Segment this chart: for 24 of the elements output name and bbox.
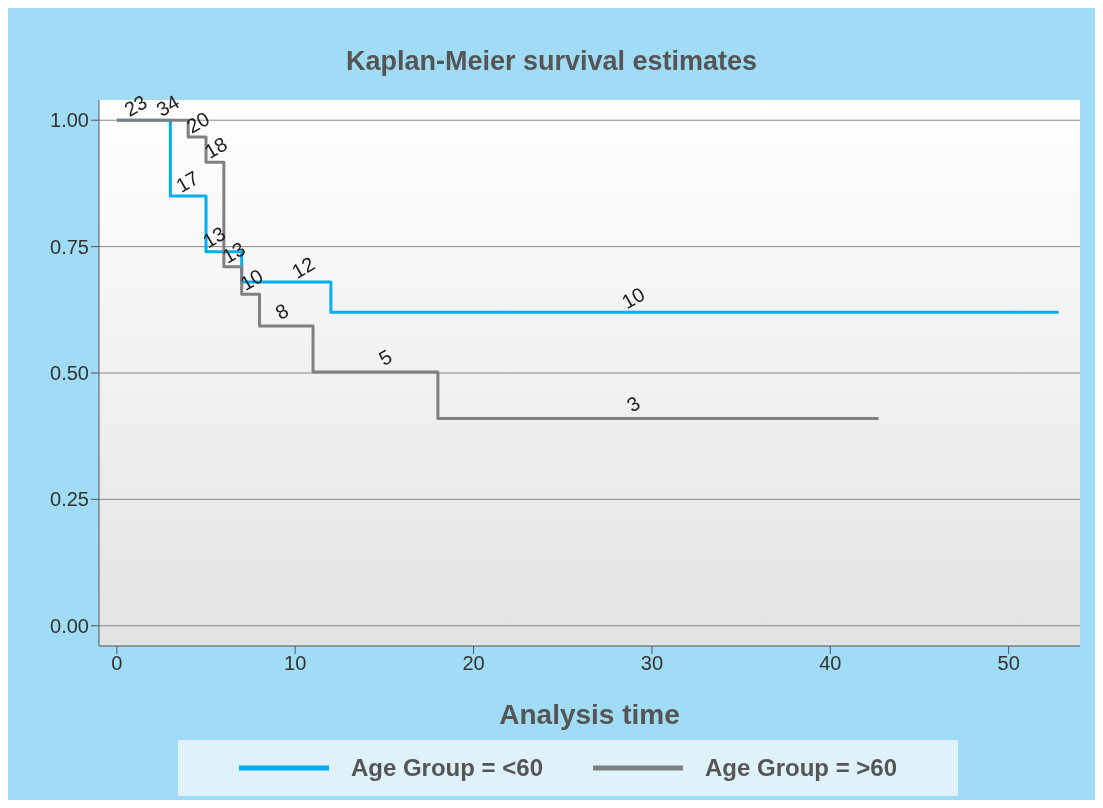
annotation: 17 — [172, 166, 203, 197]
y-tick-label: 0.25 — [50, 488, 89, 511]
x-tick-label: 50 — [997, 652, 1020, 675]
annotation: 34 — [152, 90, 183, 121]
annotation: 12 — [288, 252, 319, 283]
annotation: 8 — [271, 299, 293, 324]
x-tick-label: 30 — [640, 652, 664, 675]
annotation: 3 — [622, 391, 644, 417]
chart-title: Kaplan-Meier survival estimates — [344, 46, 759, 77]
x-tick-label: 40 — [819, 652, 842, 675]
annotation: 23 — [120, 90, 151, 121]
x-tick-label: 20 — [462, 652, 485, 675]
y-tick-label: 0.00 — [50, 614, 89, 637]
y-tick-label: 0.50 — [50, 362, 89, 385]
y-tick-label: 1.00 — [50, 109, 89, 132]
x-tick-label: 0 — [111, 652, 123, 675]
legend-label: Age Group = >60 — [705, 754, 898, 782]
annotation: 10 — [236, 264, 267, 295]
annotation: 10 — [618, 282, 649, 313]
x-axis-title: Analysis time — [499, 699, 680, 730]
y-tick-label: 0.75 — [50, 235, 89, 258]
legend-label: Age Group = <60 — [350, 754, 543, 782]
annotation: 5 — [374, 345, 396, 370]
x-tick-label: 10 — [284, 652, 307, 675]
